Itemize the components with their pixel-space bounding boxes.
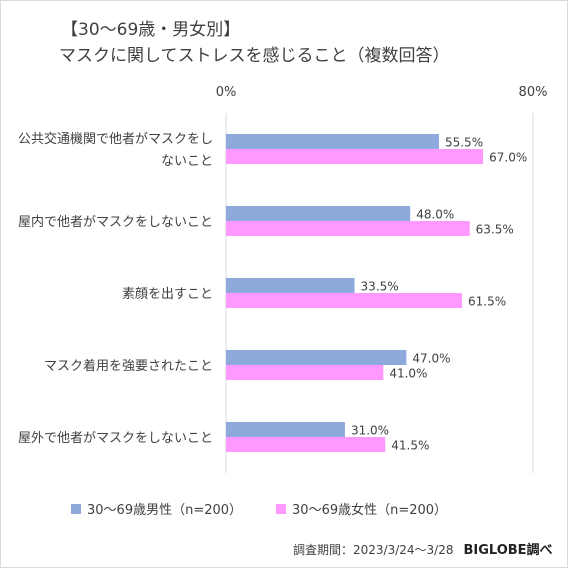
data-label-series-0-cat-0: 55.5%	[445, 136, 483, 150]
bar-series-1-cat-2	[226, 293, 463, 308]
data-label-series-1-cat-3: 41.0%	[389, 367, 427, 381]
bar-series-1-cat-3	[226, 365, 384, 380]
data-label-series-0-cat-2: 33.5%	[361, 280, 399, 294]
legend: 30～69歳男性（n=200） 30～69歳女性（n=200）	[71, 499, 481, 518]
survey-period: 調査期間：2023/3/24～3/28	[293, 543, 454, 557]
data-label-series-0-cat-1: 48.0%	[416, 208, 454, 222]
bar-series-1-cat-1	[226, 221, 470, 236]
footer: 調査期間：2023/3/24～3/28 BIGLOBE調べ	[293, 539, 553, 558]
category-label-0-1: ないこと	[161, 154, 213, 169]
data-label-series-1-cat-0: 67.0%	[489, 151, 527, 165]
bar-series-0-cat-4	[226, 422, 345, 437]
legend-item-male: 30～69歳男性（n=200）	[71, 499, 242, 518]
bar-series-0-cat-2	[226, 278, 355, 293]
category-label-3-0: マスク着用を強要されたこと	[44, 358, 213, 374]
category-label-4-0: 屋外で他者がマスクをしないこと	[18, 431, 213, 446]
x-tick-label-80: 80%	[519, 85, 548, 100]
category-label-1-0: 屋内で他者がマスクをしないこと	[18, 214, 213, 230]
bar-series-0-cat-0	[226, 134, 439, 149]
data-label-series-0-cat-3: 47.0%	[412, 352, 450, 366]
data-label-series-1-cat-2: 61.5%	[468, 295, 506, 309]
legend-item-female: 30～69歳女性（n=200）	[276, 499, 447, 518]
x-tick-label-0: 0%	[216, 85, 237, 100]
category-label-2-0: 素顔を出すこと	[122, 287, 213, 302]
chart-title-line-1: 【30～69歳・男女別】	[61, 20, 241, 40]
legend-label-male: 30～69歳男性（n=200）	[87, 503, 243, 518]
bar-series-0-cat-3	[226, 350, 407, 365]
bar-series-0-cat-1	[226, 206, 411, 221]
bar-series-1-cat-0	[226, 149, 484, 164]
legend-swatch-female	[276, 503, 287, 514]
data-label-series-0-cat-4: 31.0%	[351, 424, 389, 438]
category-label-0-0: 公共交通機関で他者がマスクをし	[18, 131, 213, 147]
data-label-series-1-cat-1: 63.5%	[476, 223, 514, 237]
source-credit: BIGLOBE調べ	[463, 543, 553, 558]
data-label-series-1-cat-4: 41.5%	[391, 439, 429, 453]
legend-label-female: 30～69歳女性（n=200）	[292, 503, 448, 518]
legend-swatch-male	[71, 503, 81, 514]
chart-title-line-2: マスクに関してストレスを感じること（複数回答）	[59, 46, 450, 66]
bar-series-1-cat-4	[226, 437, 386, 452]
